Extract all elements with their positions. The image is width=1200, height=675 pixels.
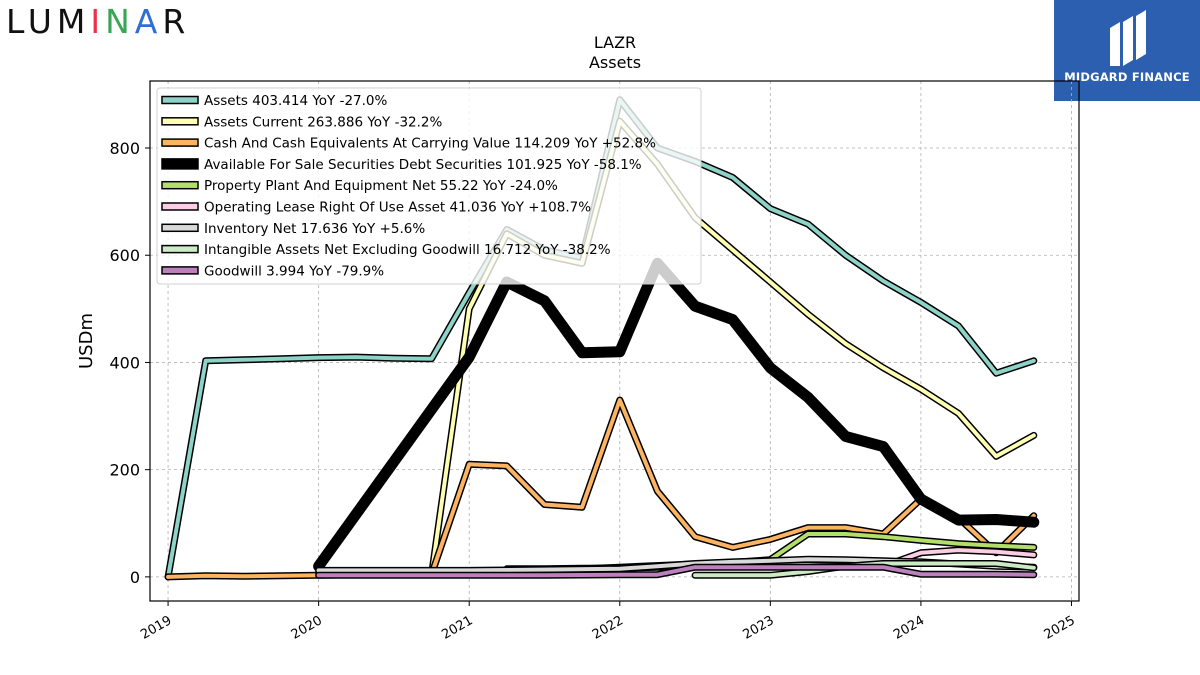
- y-tick-label: 800: [109, 139, 140, 158]
- legend-item: Cash And Cash Equivalents At Carrying Va…: [161, 136, 656, 152]
- legend-swatch: [161, 138, 199, 147]
- legend-item: Property Plant And Equipment Net 55.22 Y…: [161, 178, 558, 194]
- x-tick-label: 2021: [439, 613, 475, 643]
- legend-item: Operating Lease Right Of Use Asset 41.03…: [161, 200, 591, 216]
- y-tick-label: 400: [109, 353, 140, 372]
- x-tick-label: 2023: [741, 613, 777, 643]
- x-tick-label: 2022: [590, 613, 626, 643]
- legend-label: Inventory Net 17.636 YoY +5.6%: [204, 221, 425, 237]
- x-tick-label: 2024: [891, 613, 927, 643]
- plot-frame: [149, 80, 1080, 602]
- chart-subtitle: Assets: [589, 53, 641, 72]
- legend-item: Assets Current 263.886 YoY -32.2%: [161, 114, 443, 130]
- midgard-logo-icon: [1110, 10, 1146, 66]
- x-tick-label: 2019: [138, 613, 174, 643]
- legend-item: Available For Sale Securities Debt Secur…: [161, 157, 642, 173]
- x-tick-label: 2025: [1042, 613, 1078, 643]
- y-tick-label: 600: [109, 246, 140, 265]
- legend: Assets 403.414 YoY -27.0% Assets Current …: [156, 87, 702, 285]
- legend-item: Goodwill 3.994 YoY -79.9%: [161, 263, 384, 279]
- legend-swatch: [161, 223, 199, 233]
- legend-label: Assets Current 263.886 YoY -32.2%: [204, 114, 443, 130]
- series-line-stroke: [166, 398, 1036, 579]
- series-line: [315, 563, 1038, 579]
- legend-label: Cash And Cash Equivalents At Carrying Va…: [204, 136, 656, 152]
- badge-text: MIDGARD FINANCE: [1064, 70, 1190, 84]
- chart-title: LAZR: [594, 33, 636, 52]
- legend-label: Goodwill 3.994 YoY -79.9%: [204, 263, 384, 279]
- legend-item: Assets 403.414 YoY -27.0%: [161, 93, 388, 109]
- luminar-logo: LUMINAR: [6, 2, 191, 41]
- series-line-outline: [164, 396, 1038, 581]
- legend-swatch: [161, 180, 199, 190]
- series-line-stroke: [314, 259, 1038, 571]
- series-line: [164, 396, 1038, 581]
- legend-label: Operating Lease Right Of Use Asset 41.03…: [204, 200, 591, 216]
- x-tick-label: 2020: [289, 613, 325, 643]
- legend-swatch: [161, 117, 199, 126]
- legend-label: Property Plant And Equipment Net 55.22 Y…: [204, 178, 558, 194]
- series-line-stroke: [316, 565, 1036, 578]
- legend-label: Assets 403.414 YoY -27.0%: [204, 93, 388, 109]
- legend-swatch: [161, 244, 199, 254]
- legend-item: Inventory Net 17.636 YoY +5.6%: [161, 221, 425, 237]
- legend-label: Intangible Assets Net Excluding Goodwill…: [204, 242, 611, 258]
- legend-swatch: [161, 202, 199, 211]
- y-tick-label: 0: [130, 568, 140, 587]
- legend-box: [156, 87, 702, 285]
- legend-swatch: [161, 158, 199, 170]
- y-tick-label: 200: [109, 461, 140, 480]
- legend-item: Intangible Assets Net Excluding Goodwill…: [161, 242, 611, 258]
- legend-label: Available For Sale Securities Debt Secur…: [204, 157, 642, 173]
- legend-swatch: [161, 266, 199, 275]
- y-axis-label: USDm: [76, 313, 97, 369]
- series-line: [313, 257, 1040, 572]
- midgard-finance-badge: MIDGARD FINANCE: [1054, 0, 1200, 101]
- legend-swatch: [161, 95, 199, 105]
